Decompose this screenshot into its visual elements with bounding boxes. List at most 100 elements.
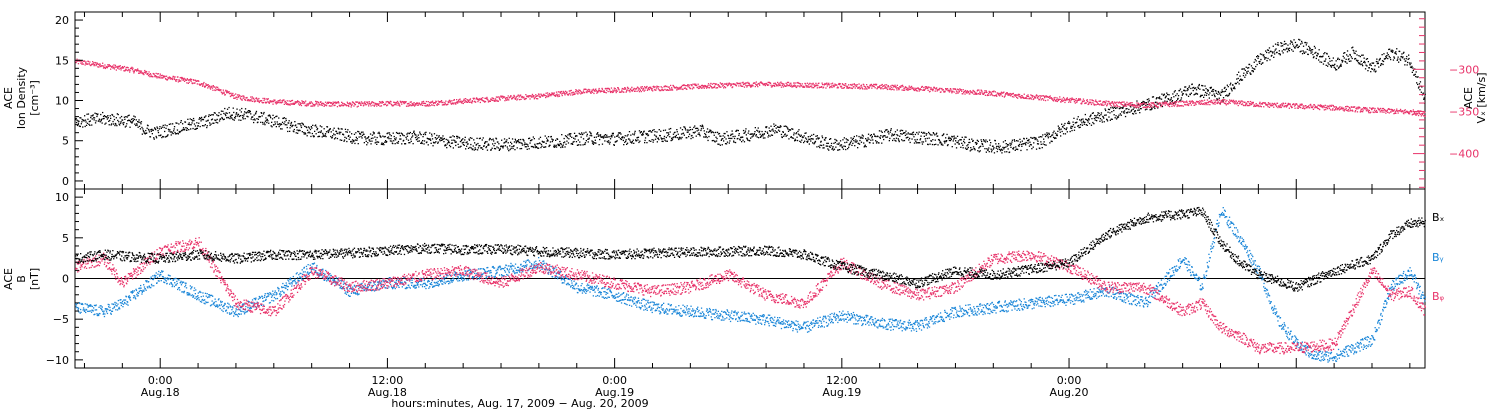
density-point: [1264, 57, 1266, 59]
density-point: [913, 142, 916, 144]
density-point: [1424, 93, 1426, 95]
vx-point: [993, 90, 995, 92]
density-point: [1312, 53, 1314, 56]
density-point: [412, 143, 414, 145]
vx-point: [162, 77, 164, 79]
vx-point: [216, 89, 218, 91]
density-point: [579, 133, 581, 135]
density-point: [945, 137, 947, 139]
density-point: [1258, 61, 1260, 63]
density-point: [963, 138, 965, 141]
vx-point: [811, 87, 813, 89]
density-point: [1326, 53, 1328, 55]
density-point: [198, 118, 200, 120]
density-point: [1324, 52, 1326, 54]
density-point: [1003, 146, 1005, 149]
density-point: [1337, 58, 1339, 60]
density-point: [296, 129, 298, 131]
density-point: [1392, 59, 1395, 61]
density-point: [363, 142, 365, 144]
density-point: [137, 126, 139, 128]
density-point: [1028, 145, 1031, 147]
density-point: [1177, 95, 1180, 97]
vx-point: [331, 105, 333, 107]
density-point: [863, 146, 865, 148]
density-point: [758, 131, 760, 133]
vx-point: [807, 86, 809, 88]
density-point: [1168, 98, 1170, 100]
density-point: [1051, 140, 1053, 143]
density-point: [660, 137, 662, 139]
density-point: [201, 125, 204, 127]
vx-point: [530, 95, 532, 97]
density-point: [90, 115, 92, 117]
density-point: [324, 134, 326, 136]
density-point: [278, 117, 280, 119]
density-point: [1383, 53, 1385, 55]
vx-point: [457, 102, 459, 104]
vx-point: [321, 102, 323, 104]
density-point: [878, 142, 880, 144]
density-point: [1053, 130, 1055, 132]
density-point: [808, 138, 810, 140]
vx-point: [568, 90, 570, 92]
density-point: [1327, 62, 1329, 64]
density-point: [968, 141, 970, 144]
density-point: [311, 132, 313, 135]
density-point: [539, 142, 541, 145]
vx-point: [1013, 96, 1015, 98]
density-point: [221, 117, 223, 120]
density-point: [766, 126, 768, 128]
density-point: [1311, 49, 1314, 51]
density-point: [1096, 120, 1098, 122]
density-point: [104, 116, 107, 118]
density-point: [1088, 118, 1090, 120]
vx-point: [1087, 100, 1089, 103]
vx-point: [212, 89, 214, 91]
density-point: [652, 129, 654, 132]
density-point: [508, 137, 510, 139]
vx-point: [569, 90, 571, 92]
density-point: [914, 139, 916, 141]
vx-point: [1062, 100, 1064, 102]
density-point: [1363, 61, 1365, 63]
density-point: [1315, 51, 1317, 54]
vx-point: [515, 97, 517, 99]
density-point: [423, 140, 426, 142]
density-point: [345, 137, 348, 139]
vx-point: [990, 91, 992, 93]
density-point: [1066, 127, 1068, 129]
density-point: [849, 143, 851, 145]
vx-point: [577, 93, 579, 95]
vx-point: [741, 82, 743, 84]
density-point: [134, 116, 136, 118]
vx-point: [782, 83, 784, 85]
vx-point: [969, 93, 971, 95]
vx-point: [946, 88, 949, 90]
vx-point: [520, 98, 522, 100]
vx-point: [230, 95, 232, 97]
density-point: [680, 133, 683, 135]
density-point: [706, 136, 708, 139]
density-point: [1029, 143, 1032, 146]
vx-point: [552, 94, 554, 96]
density-point: [303, 133, 305, 135]
density-point: [497, 141, 499, 143]
density-point: [865, 138, 867, 140]
density-point: [1055, 137, 1057, 139]
density-point: [692, 136, 694, 139]
density-point: [701, 125, 703, 128]
density-point: [972, 139, 974, 142]
vx-point: [175, 80, 177, 82]
vx-point: [595, 90, 597, 92]
vx-point: [292, 102, 294, 105]
vx-point: [834, 83, 836, 85]
vx-point: [226, 90, 228, 92]
density-point: [1028, 138, 1030, 141]
vx-point: [871, 87, 873, 89]
vx-point: [421, 102, 423, 104]
vx-point: [749, 85, 751, 87]
density-point: [734, 135, 736, 137]
vx-point: [888, 86, 890, 88]
density-point: [731, 137, 733, 140]
